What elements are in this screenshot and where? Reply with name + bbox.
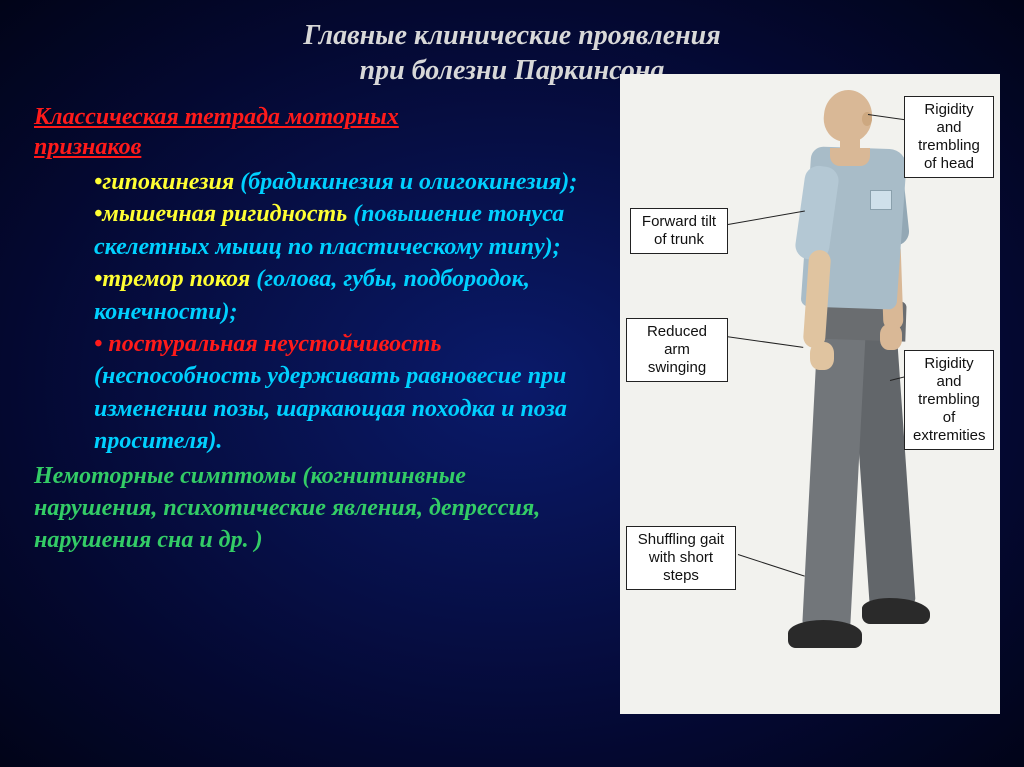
bullet3-main: тремор покоя (102, 266, 256, 292)
nonmotor-symptoms: Немоторные симптомы (когнитинвные наруше… (34, 460, 594, 557)
line-gait (738, 554, 805, 577)
label-trunk-text: Forward tilt of trunk (642, 213, 716, 248)
bullet1-paren: (брадикинезия и олигокинезия); (240, 169, 577, 195)
parkinson-diagram: Rigidity and trembling of head Forward t… (620, 74, 1000, 714)
label-extremities-rigidity: Rigidity and trembling of extremities (904, 350, 994, 450)
label-arm-text: Reduced arm swinging (647, 323, 707, 376)
bullet-postural: • постуральная неустойчивость (неспособн… (94, 328, 594, 458)
label-gait: Shuffling gait with short steps (626, 526, 736, 590)
bullet4-paren: (неспособность удерживать равновесие при… (94, 363, 567, 454)
bullet-rigidity: •мышечная ригидность (повышение тонуса с… (94, 198, 594, 263)
label-extremities-text: Rigidity and trembling of extremities (913, 355, 986, 444)
line-trunk (728, 210, 805, 225)
label-head-text: Rigidity and trembling of head (918, 101, 980, 172)
subtitle-line-1: Классическая тетрада моторных (34, 104, 399, 130)
bullet-tremor: •тремор покоя (голова, губы, подбородок,… (94, 263, 594, 328)
label-arm-swing: Reduced arm swinging (626, 318, 728, 382)
text-content: Классическая тетрада моторных признаков … (34, 102, 594, 557)
bullet4-main: постуральная неустойчивость (102, 331, 441, 357)
title-line-2: при болезни Паркинсона (360, 55, 665, 86)
bullet-hypokinesia: •гипокинезия (брадикинезия и олигокинези… (94, 166, 594, 198)
title-line-1: Главные клинические проявления (303, 20, 720, 51)
bullet1-main: гипокинезия (102, 169, 240, 195)
label-gait-text: Shuffling gait with short steps (638, 531, 724, 584)
bullet-list: •гипокинезия (брадикинезия и олигокинези… (34, 166, 594, 458)
label-trunk-tilt: Forward tilt of trunk (630, 208, 728, 254)
tetrad-subtitle: Классическая тетрада моторных признаков (34, 102, 594, 162)
bullet2-main: мышечная ригидность (102, 201, 353, 227)
subtitle-line-2: признаков (34, 134, 141, 160)
line-arm (726, 336, 803, 348)
label-head-rigidity: Rigidity and trembling of head (904, 96, 994, 178)
